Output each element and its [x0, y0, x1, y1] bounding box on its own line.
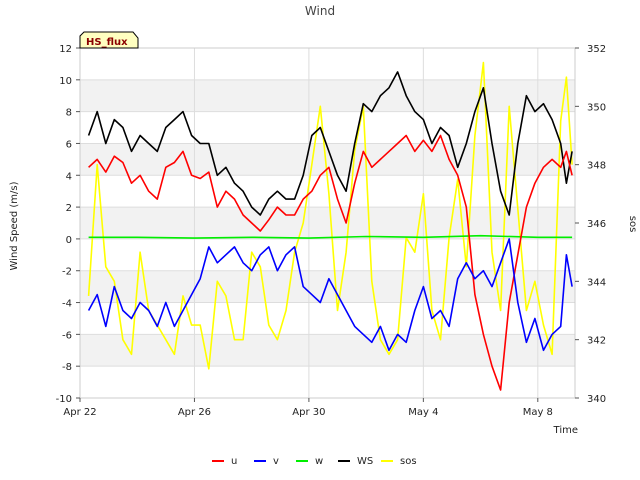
- legend: u v w WS sos: [212, 456, 417, 467]
- badge-label: HS_flux: [86, 37, 128, 48]
- legend-label-v: v: [273, 456, 279, 467]
- y-tick-label: 8: [66, 108, 72, 119]
- y-tick-label: -10: [56, 394, 72, 405]
- background-band: [80, 334, 575, 367]
- y2-tick-label: 348: [587, 161, 606, 172]
- y-axis-title: Wind Speed (m/s): [9, 181, 20, 270]
- x-tick-label: May 4: [408, 407, 438, 418]
- legend-label-sos: sos: [400, 456, 417, 467]
- legend-label-ws: WS: [357, 456, 373, 467]
- background-band: [80, 207, 575, 239]
- series-line-u: [88, 134, 573, 391]
- y-tick-label: 2: [66, 203, 72, 214]
- chart-title: Wind: [305, 4, 335, 18]
- y-tick-label: 0: [66, 235, 72, 246]
- x-axis-ticks: Apr 22 Apr 26 Apr 30 May 4 May 8: [63, 398, 553, 418]
- x-tick-label: Apr 30: [292, 407, 325, 418]
- y2-tick-label: 340: [587, 394, 606, 405]
- y-tick-label: 10: [59, 76, 72, 87]
- series-line-w: [88, 234, 573, 239]
- badge-frame: [79, 31, 139, 49]
- y-tick-label: -8: [62, 362, 72, 373]
- left-axis-ticks: -10 -8 -6 -4 -2 0 2 4 6 8 10 12: [56, 44, 80, 405]
- background-bands: [80, 79, 575, 367]
- y-tick-label: 12: [59, 44, 72, 55]
- y-tick-label: 6: [66, 139, 72, 150]
- right-axis-ticks: 340 342 344 346 348 350 352: [575, 44, 606, 405]
- y2-tick-label: 346: [587, 219, 606, 230]
- series-group: [87, 61, 573, 391]
- series-line-sos: [87, 61, 573, 370]
- y2-tick-label: 350: [587, 102, 606, 113]
- series-line-v: [87, 238, 573, 352]
- legend-label-w: w: [315, 456, 323, 467]
- x-axis-title: Time: [553, 425, 578, 436]
- x-tick-label: Apr 22: [63, 407, 96, 418]
- y-tick-label: -6: [62, 330, 72, 341]
- y-tick-label: 4: [66, 171, 72, 182]
- x-tick-label: May 8: [523, 407, 553, 418]
- y-tick-label: -2: [62, 267, 72, 278]
- series-line-ws: [87, 71, 573, 216]
- y2-axis-title: sos: [627, 216, 638, 233]
- y2-tick-label: 352: [587, 44, 606, 55]
- legend-label-u: u: [231, 456, 237, 467]
- y-tick-label: -4: [62, 299, 72, 310]
- x-tick-label: Apr 26: [178, 407, 211, 418]
- y2-tick-label: 342: [587, 336, 606, 347]
- y2-tick-label: 344: [587, 277, 606, 288]
- hs-flux-badge: HS_flux: [79, 31, 139, 49]
- background-band: [80, 79, 575, 112]
